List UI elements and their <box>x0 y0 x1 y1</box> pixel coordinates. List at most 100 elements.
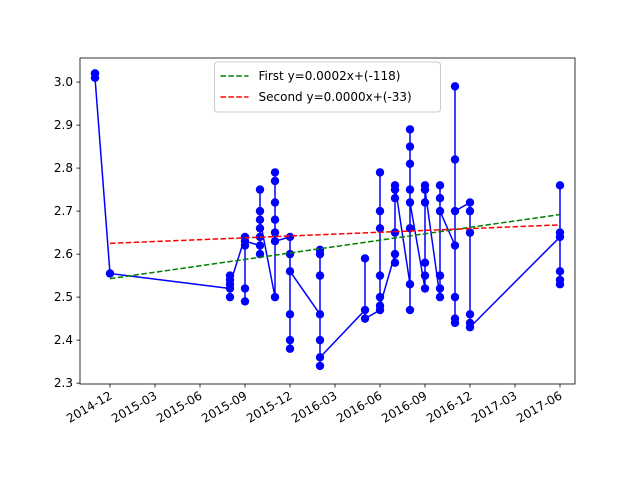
x-tick-label: 2015-03 <box>109 388 159 425</box>
data-point <box>390 194 400 203</box>
data-point <box>405 280 415 289</box>
data-point <box>255 215 265 224</box>
x-tick-label: 2016-12 <box>424 388 474 425</box>
data-point <box>315 335 325 345</box>
y-tick-label: 2.6 <box>54 247 73 261</box>
legend-label: First y=0.0002x+(-118) <box>259 69 401 83</box>
data-point <box>435 292 445 302</box>
data-point <box>285 335 295 345</box>
data-point <box>315 271 325 280</box>
x-tick-label: 2016-03 <box>289 388 339 425</box>
data-point <box>465 228 475 237</box>
data-point <box>465 310 475 319</box>
data-point <box>285 344 295 353</box>
data-point <box>450 206 460 216</box>
data-point <box>465 198 475 207</box>
data-point <box>255 206 265 216</box>
data-point <box>360 254 370 263</box>
data-line <box>94 73 561 366</box>
data-point <box>375 301 385 310</box>
data-point <box>225 271 235 280</box>
data-point <box>270 176 280 186</box>
data-point <box>405 142 415 151</box>
data-point <box>270 168 280 177</box>
data-point <box>360 305 370 315</box>
legend-box <box>214 61 441 113</box>
data-point <box>390 181 400 190</box>
data-point <box>450 292 460 302</box>
data-point <box>420 271 430 280</box>
data-point <box>555 181 565 190</box>
data-point <box>240 284 250 293</box>
data-point <box>420 185 430 194</box>
data-point <box>450 155 460 164</box>
y-tick-label: 2.7 <box>54 204 73 218</box>
trend-line <box>109 224 561 245</box>
data-point <box>375 206 385 216</box>
data-point <box>390 249 400 259</box>
y-tick-label: 2.9 <box>54 118 73 132</box>
x-tick-label: 2016-09 <box>379 388 429 425</box>
data-point <box>405 159 415 168</box>
x-tick-label: 2016-06 <box>334 388 384 425</box>
data-point <box>270 237 280 246</box>
data-point <box>405 198 415 207</box>
data-point <box>375 168 385 177</box>
data-point <box>375 224 385 233</box>
data-point <box>450 241 460 250</box>
data-point <box>255 185 265 194</box>
data-point <box>225 292 235 302</box>
data-point <box>240 237 250 246</box>
data-point <box>555 280 565 289</box>
x-tick-label: 2015-06 <box>154 388 204 425</box>
data-point <box>435 271 445 280</box>
data-point <box>435 181 445 190</box>
y-tick-label: 2.8 <box>54 161 73 175</box>
data-point <box>255 224 265 233</box>
data-point <box>405 305 415 315</box>
legend-label: Second y=0.0000x+(-33) <box>259 90 412 104</box>
y-tick-label: 2.4 <box>54 333 73 347</box>
data-point <box>465 206 475 216</box>
data-point <box>420 284 430 293</box>
data-point <box>315 310 325 319</box>
data-point <box>225 280 235 289</box>
x-tick-label: 2017-06 <box>514 388 564 425</box>
data-point <box>405 125 415 134</box>
y-tick-label: 2.3 <box>54 376 73 390</box>
data-point <box>435 284 445 293</box>
data-point <box>390 228 400 237</box>
x-tick-label: 2015-12 <box>244 388 294 425</box>
data-point <box>270 228 280 237</box>
data-point <box>255 241 265 250</box>
x-tick-label: 2017-03 <box>469 388 519 425</box>
data-point <box>270 292 280 302</box>
y-tick-label: 3.0 <box>54 75 73 89</box>
plot-frame <box>79 57 576 385</box>
data-point <box>315 353 325 362</box>
data-point <box>285 232 295 242</box>
y-tick-label: 2.5 <box>54 290 73 304</box>
x-tick-label: 2015-09 <box>199 388 249 425</box>
data-point <box>420 198 430 207</box>
data-point <box>90 73 100 82</box>
data-point <box>270 215 280 224</box>
data-point <box>435 206 445 216</box>
data-point <box>105 269 115 278</box>
data-point <box>450 318 460 328</box>
data-point <box>555 228 565 237</box>
data-point <box>270 198 280 207</box>
data-point <box>405 185 415 194</box>
data-point <box>555 267 565 276</box>
data-point <box>285 267 295 276</box>
data-point <box>450 82 460 91</box>
data-point <box>315 361 325 371</box>
data-point <box>360 314 370 323</box>
data-point <box>390 258 400 267</box>
data-point <box>420 258 430 267</box>
data-point <box>435 194 445 203</box>
data-point <box>375 271 385 280</box>
x-tick-label: 2014-12 <box>64 388 114 425</box>
data-point <box>285 310 295 319</box>
